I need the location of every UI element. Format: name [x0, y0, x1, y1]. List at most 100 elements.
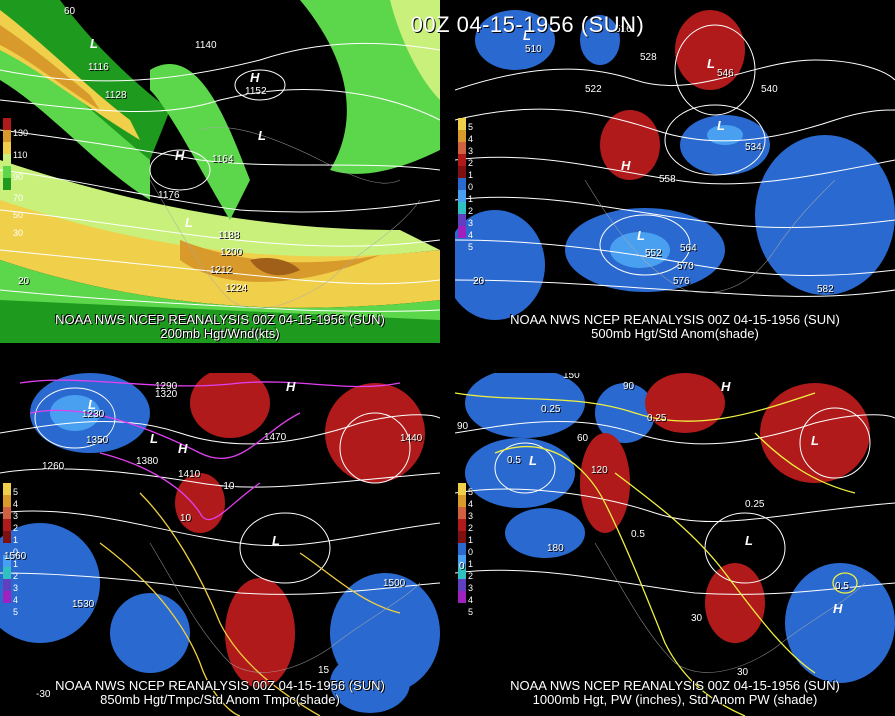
- panel-850mb-temperature[interactable]: 5 4 3 2 1 0 1 2 3 4 5 1290 1320 1350 138…: [0, 373, 440, 716]
- latitude-label: 20: [473, 276, 485, 287]
- contour-label: 558: [659, 174, 676, 185]
- low-pressure-marker: L: [258, 128, 266, 143]
- panel-1000mb-precipitable-water[interactable]: 5 4 3 2 1 0 1 2 3 4 5 150 90 60 120 30 1…: [455, 373, 895, 716]
- legend-label: 5: [468, 122, 474, 132]
- contour-label: 1470: [264, 432, 287, 443]
- contour-label: 1152: [245, 86, 267, 97]
- legend-label: 50: [13, 210, 24, 220]
- contour-label: 60: [577, 433, 589, 444]
- legend-label: 5: [13, 487, 19, 497]
- panel-caption-line1: NOAA NWS NCEP REANALYSIS 00Z 04-15-1956 …: [55, 678, 385, 693]
- legend-label: 3: [13, 511, 19, 521]
- legend-label: 0: [468, 547, 474, 557]
- contour-label: 1176: [158, 190, 180, 201]
- panel-caption-line2: 200mb Hgt/Wnd(kts): [160, 326, 280, 341]
- legend-label: 4: [468, 230, 474, 240]
- contour-label: 150: [563, 373, 580, 381]
- high-pressure-marker: H: [721, 379, 731, 394]
- latitude-label: 60: [64, 6, 76, 17]
- std-anomaly-legend: [3, 483, 11, 603]
- legend-label: 4: [468, 134, 474, 144]
- contour-label: 1260: [42, 461, 65, 472]
- contour-label: 0: [459, 561, 465, 572]
- legend-label: 3: [468, 511, 474, 521]
- pw-label: 0.25: [541, 404, 561, 415]
- contour-label: 1500: [383, 578, 406, 589]
- contour-label: 522: [585, 84, 602, 95]
- contour-label: 1530: [72, 599, 95, 610]
- panel-500mb-anomaly[interactable]: 5 4 3 2 1 0 1 2 3 4 5 510 516 522 528 53…: [455, 0, 895, 343]
- temperature-label: -10: [220, 481, 235, 492]
- legend-label: 70: [13, 193, 24, 203]
- legend-label: 2: [468, 571, 474, 581]
- legend-label: 2: [13, 523, 19, 533]
- legend-label: 110: [13, 150, 28, 160]
- low-pressure-marker: L: [90, 36, 98, 51]
- legend-label: 1: [468, 535, 474, 545]
- temperature-label: 10: [180, 513, 192, 524]
- contour-label: 540: [761, 84, 778, 95]
- contour-label: 516: [615, 24, 632, 35]
- panel-200mb-wind[interactable]: 130 110 90 70 50 30 1116 1128 1140 1152 …: [0, 0, 440, 343]
- wind-speed-legend: [3, 118, 11, 190]
- contour-label: 180: [547, 543, 564, 554]
- contour-label: 564: [680, 243, 697, 254]
- legend-label: 0: [13, 547, 19, 557]
- panel-caption-line2: 850mb Hgt/Tmpc/Std Anom Tmpc(shade): [100, 692, 340, 707]
- panel-caption-line2: 1000mb Hgt, PW (inches), Std Anom PW (sh…: [532, 692, 818, 707]
- legend-label: 5: [468, 607, 474, 617]
- legend-label: 4: [13, 595, 19, 605]
- panel-caption-line1: NOAA NWS NCEP REANALYSIS 00Z 04-15-1956 …: [510, 678, 840, 693]
- legend-label: 3: [468, 583, 474, 593]
- std-anomaly-legend: [458, 483, 466, 603]
- contour-label: 1140: [195, 40, 217, 51]
- legend-label: 2: [468, 523, 474, 533]
- legend-label: 3: [13, 583, 19, 593]
- low-pressure-marker: L: [150, 431, 158, 446]
- contour-label: 30: [691, 613, 703, 624]
- map-500mb-canvas: [455, 10, 895, 320]
- panel-caption-line1: NOAA NWS NCEP REANALYSIS 00Z 04-15-1956 …: [510, 312, 840, 327]
- contour-label: 570: [677, 261, 694, 272]
- contour-label: 534: [745, 142, 762, 153]
- contour-label: 1440: [400, 433, 423, 444]
- legend-label: 3: [468, 146, 474, 156]
- high-pressure-marker: H: [286, 379, 296, 394]
- contour-label: 528: [640, 52, 657, 63]
- map-title: 00Z 04-15-1956 (SUN): [410, 12, 645, 37]
- low-pressure-marker: L: [745, 533, 753, 548]
- low-pressure-marker: L: [529, 453, 537, 468]
- contour-label: 552: [645, 248, 662, 259]
- legend-label: 3: [468, 218, 474, 228]
- pw-label: 0.25: [745, 499, 765, 510]
- contour-label: 1116: [88, 62, 109, 73]
- latitude-label: -30: [36, 689, 51, 700]
- low-pressure-marker: L: [707, 56, 715, 71]
- contour-label: 1320: [155, 389, 178, 400]
- legend-label: 4: [468, 499, 474, 509]
- legend-label: 5: [468, 242, 474, 252]
- contour-label: 1230: [82, 409, 105, 420]
- high-pressure-marker: H: [178, 441, 188, 456]
- panel-caption-line1: NOAA NWS NCEP REANALYSIS 00Z 04-15-1956 …: [55, 312, 385, 327]
- legend-label: 90: [13, 172, 24, 182]
- legend-label: 2: [13, 571, 19, 581]
- contour-label: 1200: [220, 247, 243, 258]
- pw-label: 0.5: [631, 529, 645, 540]
- legend-label: 1: [468, 559, 474, 569]
- map-1000mb-canvas: [455, 373, 895, 716]
- contour-label: 90: [623, 381, 635, 392]
- contour-label: 1410: [178, 469, 201, 480]
- pw-label: 0.5: [507, 455, 521, 466]
- low-pressure-marker: L: [272, 533, 280, 548]
- contour-label: 1188: [218, 230, 240, 241]
- map-850mb-canvas: [0, 373, 440, 716]
- low-pressure-marker: L: [637, 228, 645, 243]
- legend-label: 0: [468, 182, 474, 192]
- contour-label: 120: [591, 465, 608, 476]
- contour-label: 1212: [210, 265, 233, 276]
- low-pressure-marker: L: [88, 397, 96, 412]
- temperature-label: 15: [318, 665, 330, 676]
- legend-label: 4: [468, 595, 474, 605]
- contour-label: 1128: [105, 90, 127, 101]
